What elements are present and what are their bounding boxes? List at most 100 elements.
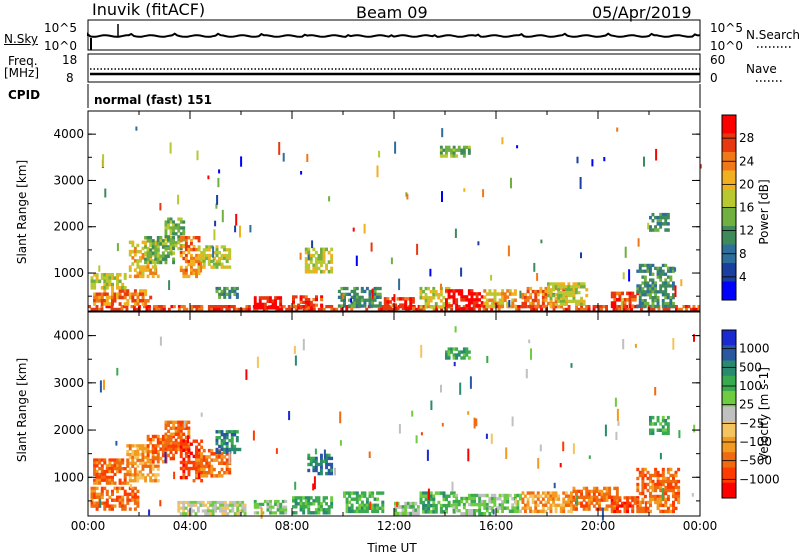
velocity-patch-21-cell: [636, 500, 640, 505]
velocity-patch-19-cell: [595, 501, 599, 505]
power-patch-7-cell: [212, 262, 216, 266]
velocity-patch-21-cell: [651, 482, 655, 487]
velocity-patch-18-cell: [557, 503, 561, 507]
power-patch-20-cell: [613, 304, 617, 309]
velocity-sparse-echo: [420, 344, 423, 358]
power-patch-5-cell: [169, 229, 173, 233]
power-patch-2-cell: [103, 282, 107, 287]
velocity-patch-19-cell: [580, 501, 583, 505]
velocity-patch-8-cell: [241, 506, 245, 510]
velocity-patch-7-cell: [223, 438, 227, 443]
velocity-patch-21-cell: [672, 491, 675, 496]
power-patch-21-cell: [646, 287, 650, 291]
power-patch-1-cell: [95, 295, 99, 300]
velocity-patch-8-cell: [196, 509, 200, 513]
velocity-patch-21-cell: [674, 506, 678, 511]
velocity-patch-12-cell: [373, 503, 377, 507]
velocity-patch-12-cell: [348, 506, 352, 510]
velocity-patch-21-cell: [674, 497, 678, 502]
power-patch-11-cell: [307, 269, 311, 274]
velocity-patch-15-cell: [480, 502, 484, 507]
power-sparse-echo: [680, 279, 683, 287]
power-patch-10-cell: [304, 300, 308, 304]
velocity-patch-8-cell: [236, 503, 240, 507]
power-sparse-echo: [355, 255, 358, 266]
velocity-patch-9-cell: [281, 499, 285, 504]
velocity-patch-21-cell: [636, 509, 640, 514]
velocity-patch-18-cell: [567, 503, 571, 507]
velocity-patch-3-cell: [172, 434, 175, 439]
power-patch-19-cell: [564, 296, 568, 301]
velocity-patch-2-cell: [154, 473, 158, 477]
velocity-patch-10-cell: [299, 496, 303, 500]
velocity-patch-21-cell: [654, 494, 658, 499]
velocity-patch-2-cell: [151, 479, 155, 483]
power-patch-19-cell: [547, 291, 550, 295]
power-patch-19-cell: [554, 302, 558, 306]
velocity-patch-1-cell: [118, 464, 122, 468]
velocity-patch-8-cell: [219, 500, 222, 505]
velocity-patch-2-cell: [131, 455, 135, 460]
power-patch-21-cell: [638, 296, 642, 300]
power-patch-11-cell: [325, 247, 328, 252]
velocity-patch-5-cell: [195, 463, 198, 468]
power-patch-0-cell: [118, 307, 121, 311]
power-patch-21-cell: [664, 296, 668, 300]
velocity-patch-8-cell: [233, 512, 237, 516]
power-patch-1-cell: [118, 302, 122, 306]
power-patch-5-cell: [167, 223, 170, 227]
power-patch-8-cell: [225, 286, 229, 291]
power-patch-0-cell: [192, 305, 196, 309]
velocity-sparse-echo: [440, 384, 442, 393]
velocity-patch-19-cell: [598, 489, 601, 494]
power-patch-15-cell: [475, 292, 479, 296]
velocity-patch-9-cell: [284, 511, 288, 515]
velocity-patch-14-cell: [447, 500, 451, 505]
velocity-patch-20-cell: [626, 501, 630, 505]
velocity-patch-12-cell: [378, 506, 382, 510]
velocity-patch-22-cell: [651, 428, 655, 432]
velocity-patch-11-cell: [312, 465, 316, 470]
velocity-patch-0-cell: [133, 507, 137, 511]
velocity-patch-5-cell: [190, 451, 193, 455]
power-patch-1-cell: [123, 292, 127, 297]
velocity-patch-8-cell: [189, 509, 193, 513]
power-patch-17-cell: [493, 295, 497, 299]
velocity-patch-18-cell: [559, 503, 563, 507]
power-sparse-echo: [416, 243, 419, 255]
velocity-patch-1-cell: [123, 472, 127, 477]
velocity-patch-2-cell: [149, 476, 153, 480]
power-patch-10-cell: [299, 300, 303, 304]
power-patch-12-cell: [353, 304, 357, 308]
velocity-patch-14-cell: [429, 491, 433, 495]
velocity-patch-12-cell: [381, 506, 385, 510]
power-patch-10-cell: [294, 295, 298, 299]
power-patch-10-cell: [299, 306, 303, 310]
velocity-patch-13-cell: [399, 505, 402, 509]
velocity-patch-2-cell: [149, 470, 153, 474]
power-patch-4-cell: [156, 236, 160, 240]
velocity-patch-17-cell: [508, 493, 512, 498]
power-patch-19-cell: [569, 291, 573, 295]
power-patch-6-cell: [187, 236, 191, 240]
power-colorbar-swatch: [722, 189, 736, 208]
power-patch-17-cell: [488, 298, 492, 302]
velocity-patch-10-cell: [297, 502, 300, 506]
power-patch-19-cell: [567, 293, 571, 298]
power-patch-20-cell: [628, 294, 632, 299]
velocity-patch-3-cell: [172, 456, 175, 461]
velocity-patch-8-cell: [241, 509, 245, 513]
velocity-patch-5-cell: [184, 475, 188, 480]
velocity-patch-0-cell: [116, 489, 119, 494]
power-sparse-echo: [240, 156, 243, 167]
power-patch-6-cell: [184, 253, 188, 258]
power-patch-19-cell: [547, 282, 550, 286]
power-sparse-echo: [655, 148, 658, 161]
velocity-patch-19-cell: [572, 495, 576, 499]
power-patch-12-cell: [348, 304, 352, 308]
power-patch-17-cell: [508, 292, 512, 296]
power-patch-8-cell: [218, 286, 222, 291]
power-patch-12-cell: [368, 292, 372, 296]
velocity-patch-21-cell: [646, 476, 650, 481]
power-patch-14-cell: [422, 290, 425, 294]
